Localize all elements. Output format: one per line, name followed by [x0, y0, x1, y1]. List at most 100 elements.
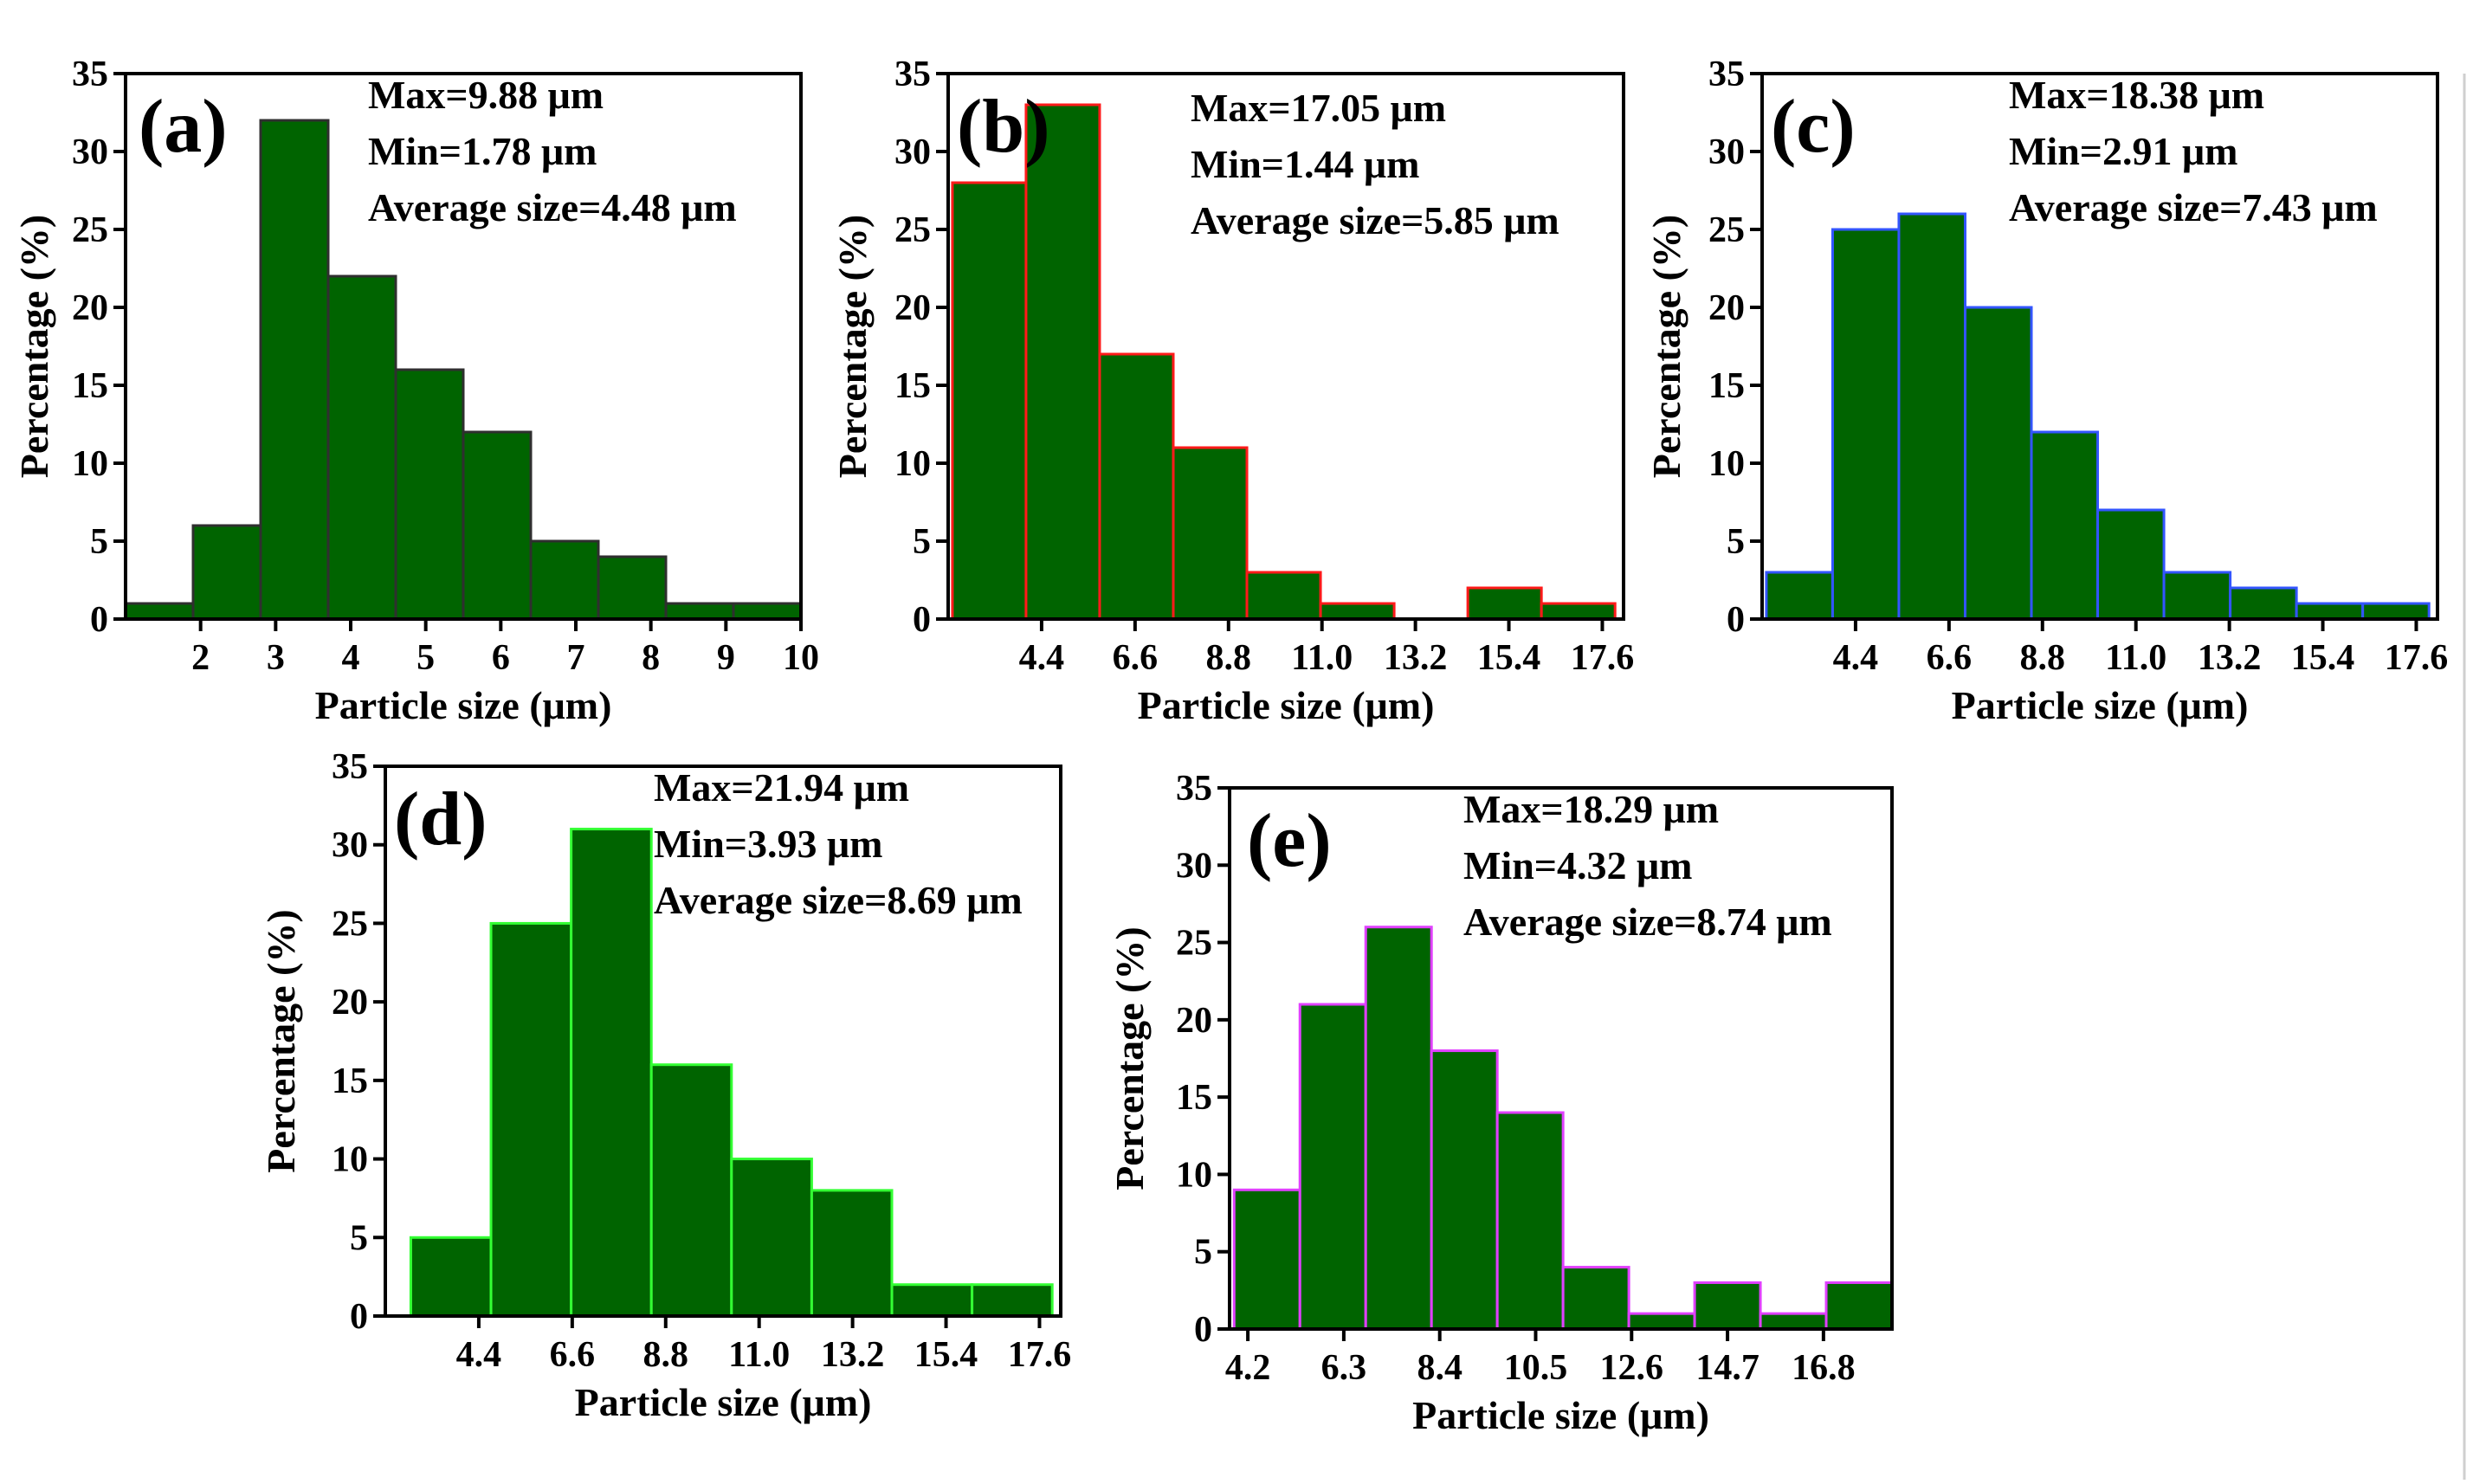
y-tick-label: 10 — [894, 444, 931, 484]
x-axis-title: Particle size (μm) — [315, 683, 612, 727]
x-tick-label: 13.2 — [2198, 638, 2262, 678]
stat-annotation: Min=4.32 μm — [1463, 843, 1692, 887]
bar-2 — [1298, 1003, 1367, 1331]
y-tick-label: 0 — [1727, 600, 1745, 640]
bar-5 — [1245, 571, 1322, 621]
y-tick-label: 30 — [332, 826, 368, 866]
bar-10 — [1824, 1281, 1894, 1331]
stat-annotation: Max=17.05 μm — [1191, 86, 1446, 130]
panel-a: 0 5 10 15 20 25 30 35 2 3 4 5 6 7 8 9 10 Particle size (μ… — [12, 55, 819, 727]
stat-annotation: Max=18.38 μm — [2009, 73, 2264, 117]
y-tick-label: 15 — [894, 366, 931, 406]
plot-frame — [1760, 72, 2439, 621]
stat-annotation: Min=3.93 μm — [654, 822, 882, 866]
y-tick-label: 0 — [1194, 1310, 1212, 1350]
bar-3 — [1897, 212, 1966, 621]
x-axis-title: Particle size (μm) — [1952, 683, 2249, 727]
bar-2 — [489, 921, 573, 1318]
x-tick-label: 17.6 — [1571, 638, 1635, 678]
bar-8 — [971, 1283, 1054, 1318]
x-tick-label: 6.3 — [1321, 1348, 1367, 1388]
y-tick-label: 5 — [350, 1218, 368, 1258]
bar-2 — [1024, 103, 1101, 621]
bar-1 — [951, 181, 1028, 621]
x-tick-label: 4.4 — [456, 1335, 502, 1375]
stat-annotation: Average size=8.74 μm — [1463, 900, 1832, 944]
y-tick-label: 15 — [1708, 366, 1745, 406]
panel-label: (c) — [1771, 85, 1856, 169]
x-axis-title: Particle size (μm) — [1412, 1393, 1709, 1437]
bar-6 — [810, 1189, 894, 1318]
x-tick-label: 15.4 — [914, 1335, 978, 1375]
plot-frame — [946, 72, 1625, 621]
x-tick-label: 5 — [416, 638, 435, 678]
y-axis-title: Percentage (%) — [12, 215, 56, 478]
y-tick-label: 10 — [332, 1140, 368, 1180]
x-tick-label: 12.6 — [1600, 1348, 1664, 1388]
y-tick-label: 20 — [1176, 1001, 1212, 1041]
x-tick-label: 8.8 — [2020, 638, 2066, 678]
x-tick-label: 6.6 — [1927, 638, 1973, 678]
bar-5 — [730, 1158, 813, 1318]
bar-4 — [1172, 446, 1249, 621]
panel-label: (e) — [1247, 799, 1332, 883]
y-axis-title: Percentage (%) — [1644, 215, 1688, 478]
x-tick-label: 6.6 — [1113, 638, 1159, 678]
bar-6 — [1319, 602, 1396, 621]
y-tick-label: 15 — [332, 1061, 368, 1101]
bar-3 — [570, 828, 653, 1318]
y-tick-label: 30 — [72, 132, 108, 172]
x-tick-label: 15.4 — [2291, 638, 2355, 678]
x-tick-label: 11.0 — [1291, 638, 1353, 678]
y-tick-label: 35 — [72, 55, 108, 94]
x-tick-label: 14.7 — [1695, 1348, 1760, 1388]
bar-1 — [409, 1236, 493, 1318]
y-tick-label: 0 — [913, 600, 931, 640]
y-tick-label: 25 — [72, 210, 108, 250]
x-tick-label: 10.5 — [1504, 1348, 1568, 1388]
bar-2 — [191, 524, 262, 621]
x-tick-label: 6 — [492, 638, 510, 678]
x-tick-label: 13.2 — [1384, 638, 1448, 678]
bar-7 — [890, 1283, 974, 1318]
y-tick-label: 5 — [1194, 1233, 1212, 1273]
bar-10 — [2361, 602, 2431, 621]
bar-3 — [259, 119, 330, 621]
bar-5 — [2030, 430, 2100, 621]
x-tick-label: 15.4 — [1477, 638, 1541, 678]
panel-c: 0 5 10 15 20 25 30 35 4.4 6.6 8.8 11.0 13.2 15.4 17.6 P… — [1644, 55, 2448, 727]
panel-label: (a) — [139, 85, 228, 169]
x-tick-label: 11.0 — [2105, 638, 2166, 678]
plot-frame — [1228, 786, 1894, 1331]
x-tick-label: 17.6 — [2385, 638, 2449, 678]
bar-7 — [1627, 1312, 1696, 1331]
bar-6 — [462, 430, 533, 621]
bar-8 — [1466, 586, 1543, 621]
y-tick-label: 5 — [90, 522, 108, 562]
stat-annotation: Min=2.91 μm — [2009, 129, 2237, 173]
bar-2 — [1831, 228, 1901, 621]
bar-9 — [2295, 602, 2365, 621]
y-tick-label: 30 — [1708, 132, 1745, 172]
bar-5 — [394, 368, 465, 621]
stat-annotation: Min=1.78 μm — [368, 129, 597, 173]
x-tick-label: 7 — [567, 638, 585, 678]
bar-4 — [326, 274, 397, 621]
bar-8 — [2229, 586, 2298, 621]
x-tick-label: 16.8 — [1792, 1348, 1856, 1388]
y-tick-label: 25 — [894, 210, 931, 250]
y-tick-label: 10 — [1708, 444, 1745, 484]
bar-10 — [732, 602, 803, 621]
y-tick-label: 35 — [332, 747, 368, 787]
bar-3 — [1364, 926, 1433, 1331]
y-tick-label: 15 — [1176, 1078, 1212, 1118]
y-tick-label: 15 — [72, 366, 108, 406]
x-tick-label: 4 — [342, 638, 360, 678]
y-tick-label: 10 — [1176, 1155, 1212, 1195]
y-tick-label: 20 — [332, 983, 368, 1023]
bar-6 — [1561, 1266, 1630, 1331]
panel-label: (b) — [957, 85, 1050, 169]
y-tick-label: 25 — [1176, 924, 1212, 964]
y-tick-label: 35 — [894, 55, 931, 94]
